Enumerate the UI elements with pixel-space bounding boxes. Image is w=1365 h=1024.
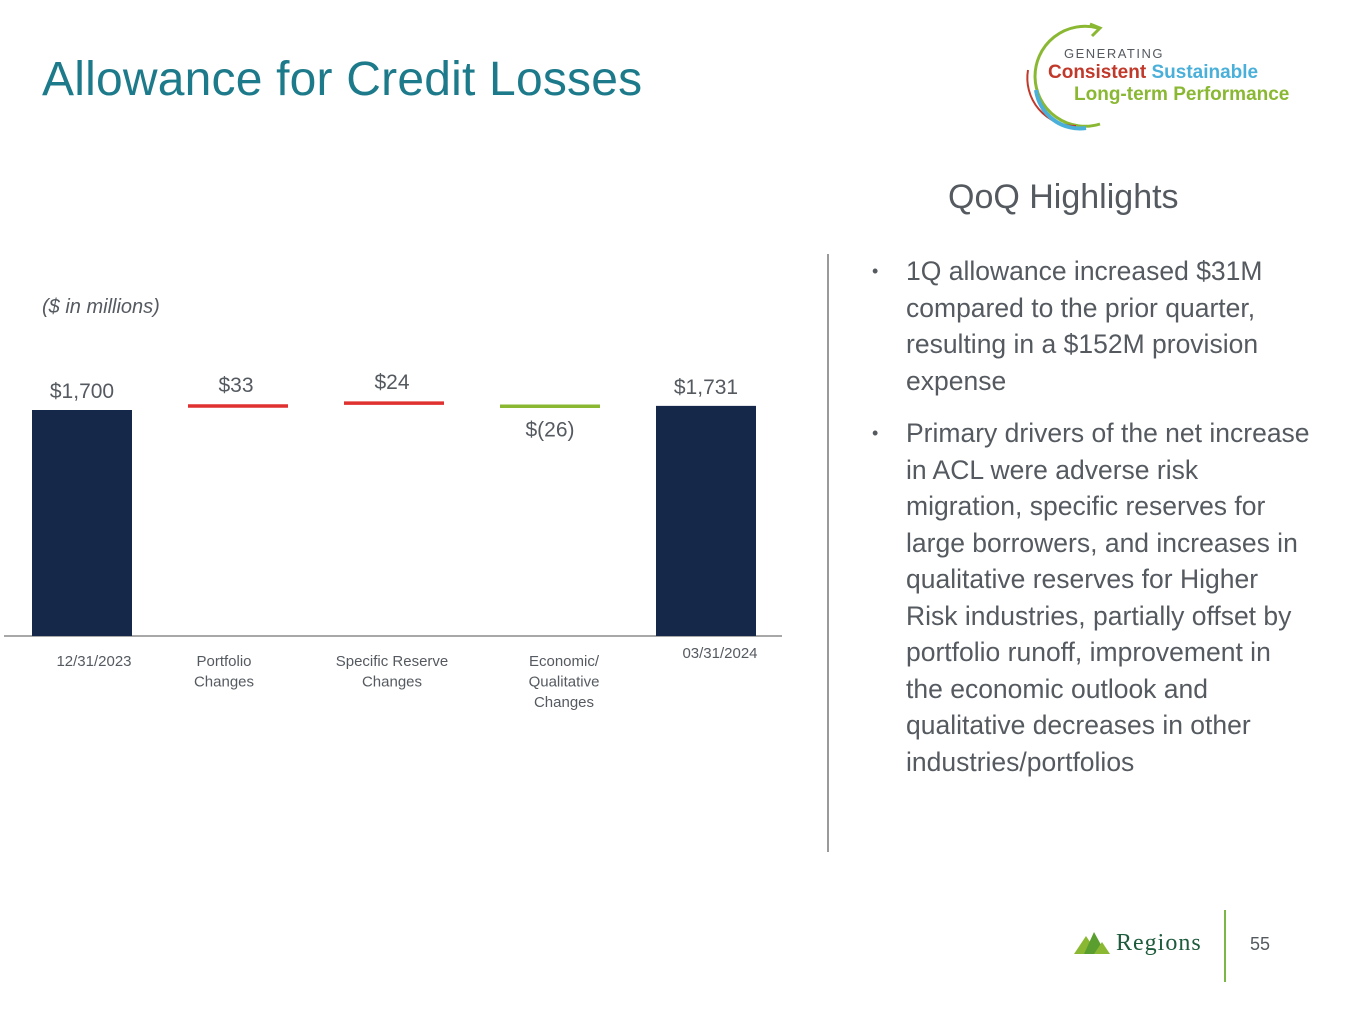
units-note: ($ in millions) (42, 296, 160, 318)
data-label: $1,731 (674, 376, 738, 399)
x-tick-label: Economic/Qualitative Changes (529, 653, 600, 711)
tagline-longterm: Long-term Performance (1074, 84, 1290, 105)
x-tick-label-line: 03/31/2024 (682, 645, 757, 662)
highlight-bullet: • Primary drivers of the net increase in … (870, 415, 1310, 780)
regions-wordmark: Regions (1116, 930, 1202, 956)
highlight-text: 1Q allowance increased $31M compared to … (906, 256, 1263, 396)
x-tick-label-line: Changes (362, 674, 422, 691)
page-number: 55 (1250, 934, 1271, 954)
highlight-text: Primary drivers of the net increase in A… (906, 418, 1310, 777)
tagline-consistent: Consistent (1048, 62, 1147, 83)
tagline-line2: Consistent Sustainable (1048, 62, 1258, 84)
data-label: $24 (374, 371, 409, 394)
bar-total (32, 410, 132, 636)
x-tick-label: 03/31/2024 (682, 645, 757, 662)
tagline-sustainable: Sustainable (1151, 62, 1259, 83)
bullet-dot-icon: • (872, 261, 879, 281)
highlight-bullet: • 1Q allowance increased $31M compared to… (870, 253, 1310, 399)
bar-total (656, 405, 756, 636)
waterfall-chart: $1,700 $33 $24 $(26) $1,731 12/31/2023 Portfol… (4, 371, 782, 711)
highlights-title: QoQ Highlights (948, 178, 1179, 216)
x-tick-label-line: Economic/ (529, 653, 600, 670)
x-tick-label: 12/31/2023 (56, 653, 131, 670)
x-tick-label: Specific Reserve Changes (336, 653, 449, 691)
x-tick-label-line: Changes (194, 674, 254, 691)
footer-divider (1224, 910, 1226, 982)
highlights-list: • 1Q allowance increased $31M compared to… (870, 253, 1310, 796)
x-tick-label: Portfolio Changes (194, 653, 254, 691)
x-tick-label-line: Qualitative (529, 674, 600, 691)
x-tick-label-line: Specific Reserve (336, 653, 449, 670)
tagline-generating: GENERATING (1064, 46, 1164, 61)
page-title: Allowance for Credit Losses (42, 53, 643, 106)
vertical-divider (827, 254, 829, 852)
bullet-dot-icon: • (872, 423, 879, 443)
x-tick-label-line: Changes (534, 694, 594, 711)
arrow-swoosh-icon (1026, 22, 1103, 131)
x-tick-label-line: Portfolio (196, 653, 251, 670)
data-label: $(26) (525, 418, 574, 441)
tagline-badge: GENERATING Consistent Sustainable Long-t… (1016, 20, 1326, 132)
regions-triangles-icon (1074, 932, 1110, 954)
x-tick-label-line: 12/31/2023 (56, 653, 131, 670)
data-label: $33 (218, 374, 253, 397)
data-label: $1,700 (50, 380, 114, 403)
